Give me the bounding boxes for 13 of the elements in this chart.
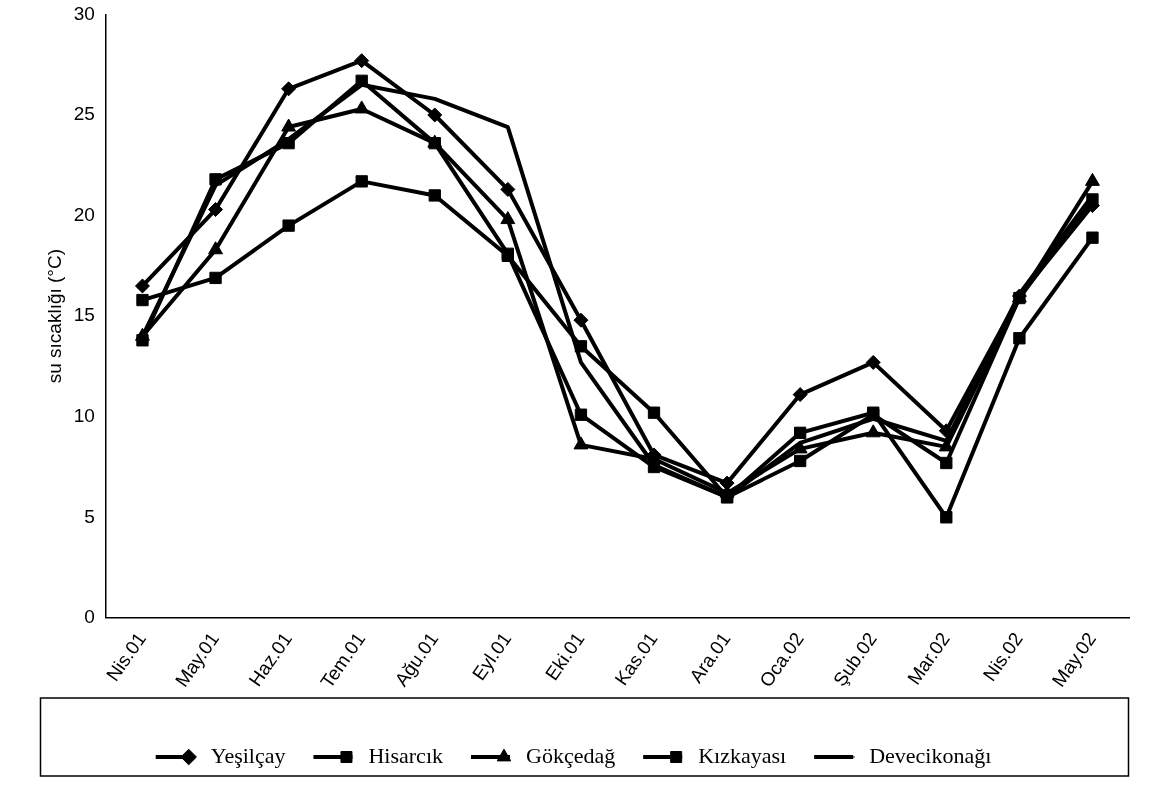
y-tick-label: 20 [73, 203, 95, 225]
legend-label: Devecikonağı [869, 742, 992, 768]
y-tick-label: 10 [73, 404, 95, 426]
legend-label: Yeşilçay [210, 742, 286, 768]
y-tick-label: 25 [73, 103, 95, 125]
legend-label: Kızkayası [698, 742, 787, 768]
y-tick-label: 30 [73, 2, 95, 24]
y-tick-label: 0 [84, 606, 95, 628]
y-axis-title: su sıcaklığı (°C) [43, 248, 65, 384]
y-tick-label: 15 [73, 304, 95, 326]
legend-label: Gökçedağ [525, 742, 616, 768]
y-tick-label: 5 [84, 505, 95, 527]
legend-label: Hisarcık [368, 742, 443, 768]
